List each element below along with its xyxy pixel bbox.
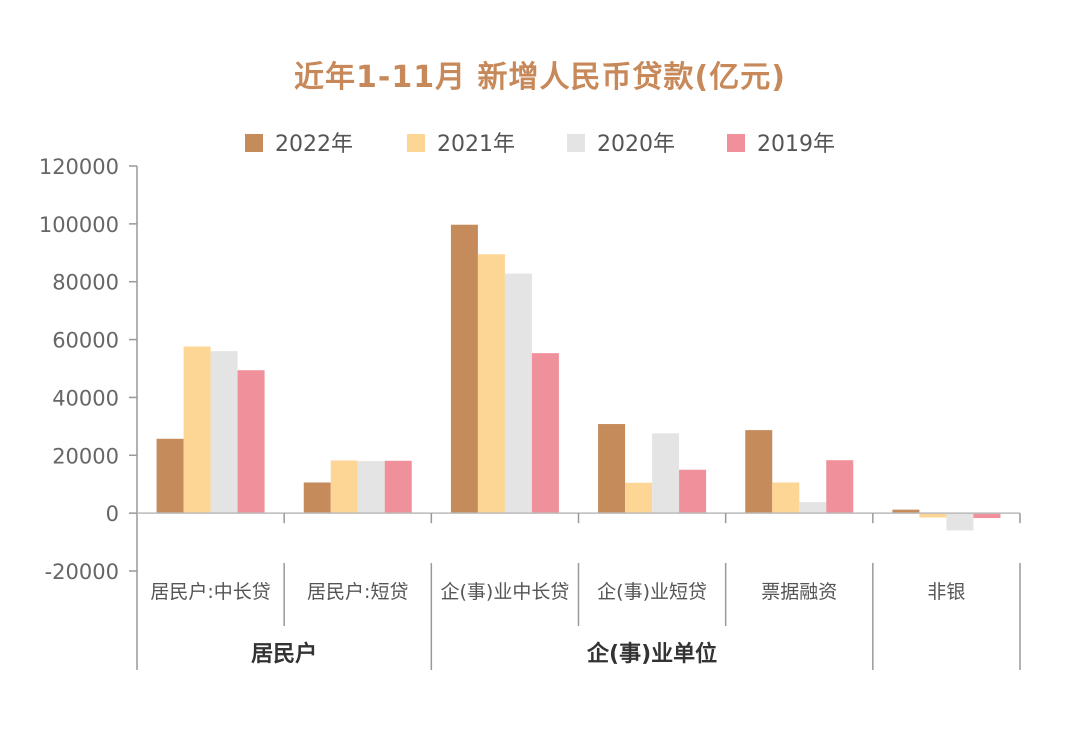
bar [919, 513, 947, 518]
category-label: 非银 [927, 581, 965, 603]
legend-swatch-0 [245, 134, 263, 152]
bar [384, 460, 412, 514]
bar [892, 509, 920, 514]
bar [625, 482, 653, 514]
y-tick-label: 20000 [52, 444, 119, 468]
bar [477, 254, 505, 514]
bar [826, 460, 854, 514]
chart-title: 近年1-11月 新增人民币贷款(亿元) [294, 60, 786, 95]
bar [450, 224, 478, 514]
y-tick-label: 40000 [52, 386, 119, 410]
group-label: 企(事)业单位 [586, 641, 717, 667]
y-tick-label: 120000 [39, 155, 119, 179]
bar [210, 351, 238, 514]
y-tick-label: 0 [106, 502, 119, 526]
bar [772, 482, 800, 514]
legend-swatch-2 [567, 134, 585, 152]
bar [531, 353, 559, 514]
legend-label-0: 2022年 [275, 132, 353, 157]
category-label: 企(事)业短贷 [597, 581, 707, 603]
bar [237, 370, 265, 514]
bar [679, 469, 707, 514]
legend-swatch-1 [407, 134, 425, 152]
bar [330, 460, 358, 514]
category-label: 居民户:短贷 [307, 581, 408, 603]
y-tick-label: 80000 [52, 271, 119, 295]
bar [652, 433, 680, 514]
bar [745, 430, 773, 514]
bar [357, 461, 385, 514]
bar [156, 438, 184, 514]
y-tick-label: 60000 [52, 329, 119, 353]
bar [598, 424, 626, 514]
y-tick-label: 100000 [39, 213, 119, 237]
category-label: 居民户:中长贷 [150, 581, 270, 603]
bar [303, 482, 331, 514]
bar [799, 502, 827, 514]
category-label: 票据融资 [761, 581, 837, 603]
group-label: 居民户 [251, 641, 317, 667]
legend-label-1: 2021年 [437, 132, 515, 157]
bar [183, 346, 211, 514]
category-label: 企(事)业中长贷 [441, 581, 570, 603]
y-tick-label: -20000 [45, 560, 119, 584]
legend-label-2: 2020年 [597, 132, 675, 157]
legend-swatch-3 [727, 134, 745, 152]
bar [946, 513, 974, 531]
bar [504, 273, 532, 514]
bar [973, 513, 1001, 519]
legend-label-3: 2019年 [757, 132, 835, 157]
